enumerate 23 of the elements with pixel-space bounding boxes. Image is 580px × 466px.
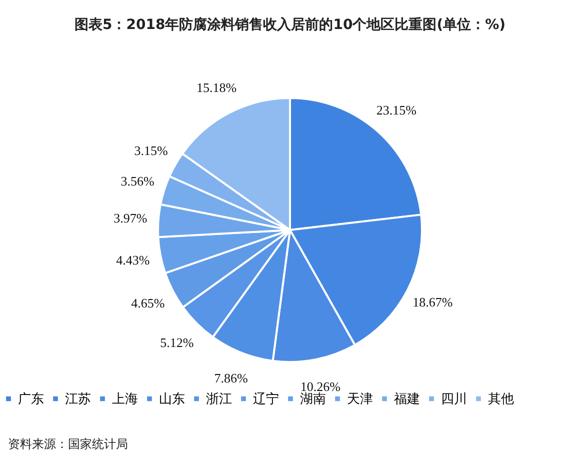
legend-label: 福建 bbox=[394, 392, 420, 407]
legend-label: 辽宁 bbox=[253, 390, 279, 407]
data-label: 18.67% bbox=[412, 294, 453, 310]
legend-label: 江苏 bbox=[65, 392, 91, 407]
legend-label: 湖南 bbox=[300, 392, 326, 407]
data-label: 7.86% bbox=[214, 370, 248, 386]
legend-label: 四川 bbox=[441, 392, 467, 407]
data-label: 4.43% bbox=[116, 252, 150, 268]
data-label: 3.97% bbox=[114, 210, 148, 226]
data-label: 15.18% bbox=[196, 80, 237, 95]
legend-label: 其他 bbox=[488, 392, 514, 407]
legend-label: 浙江 bbox=[206, 392, 232, 407]
legend-label: 广东 bbox=[18, 392, 44, 407]
chart-title: 图表5：2018年防腐涂料销售收入居前的10个地区比重图(单位：%) bbox=[74, 16, 506, 33]
data-label: 23.15% bbox=[376, 102, 417, 118]
legend-label: 山东 bbox=[159, 392, 185, 407]
legend-label: 天津 bbox=[347, 392, 373, 407]
data-label: 5.12% bbox=[160, 335, 194, 350]
text: 资料来源：国家统计局 bbox=[8, 436, 128, 453]
legend-label: 上海 bbox=[112, 392, 138, 407]
data-label: 4.65% bbox=[131, 296, 165, 311]
data-label: 3.56% bbox=[120, 174, 154, 189]
data-label: 3.15% bbox=[134, 142, 168, 158]
